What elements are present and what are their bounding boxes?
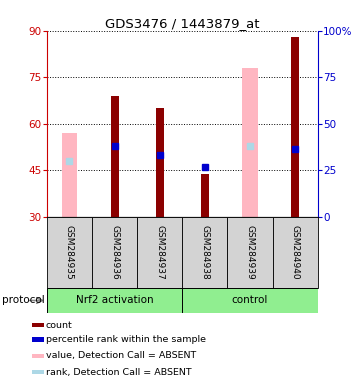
Bar bbox=[32, 370, 44, 374]
Text: GSM284938: GSM284938 bbox=[200, 225, 209, 280]
Bar bbox=[201, 174, 209, 217]
Bar bbox=[32, 323, 44, 328]
Text: GSM284939: GSM284939 bbox=[245, 225, 255, 280]
Bar bbox=[182, 217, 227, 288]
Bar bbox=[47, 288, 182, 313]
Text: control: control bbox=[232, 295, 268, 306]
Text: GSM284940: GSM284940 bbox=[291, 225, 300, 280]
Bar bbox=[182, 288, 318, 313]
Text: rank, Detection Call = ABSENT: rank, Detection Call = ABSENT bbox=[46, 367, 192, 377]
Bar bbox=[227, 217, 273, 288]
Text: GSM284936: GSM284936 bbox=[110, 225, 119, 280]
Text: GSM284937: GSM284937 bbox=[155, 225, 164, 280]
Text: Nrf2 activation: Nrf2 activation bbox=[76, 295, 153, 306]
Text: GSM284935: GSM284935 bbox=[65, 225, 74, 280]
Bar bbox=[137, 217, 182, 288]
Text: protocol: protocol bbox=[2, 295, 44, 306]
Bar bbox=[32, 354, 44, 358]
Bar bbox=[242, 68, 258, 217]
Bar bbox=[62, 133, 77, 217]
Bar bbox=[291, 37, 299, 217]
Bar bbox=[156, 108, 164, 217]
Bar bbox=[273, 217, 318, 288]
Bar bbox=[32, 338, 44, 342]
Text: count: count bbox=[46, 321, 73, 329]
Text: percentile rank within the sample: percentile rank within the sample bbox=[46, 335, 206, 344]
Title: GDS3476 / 1443879_at: GDS3476 / 1443879_at bbox=[105, 17, 260, 30]
Bar bbox=[92, 217, 137, 288]
Bar bbox=[110, 96, 119, 217]
Bar bbox=[47, 217, 92, 288]
Text: value, Detection Call = ABSENT: value, Detection Call = ABSENT bbox=[46, 351, 196, 361]
